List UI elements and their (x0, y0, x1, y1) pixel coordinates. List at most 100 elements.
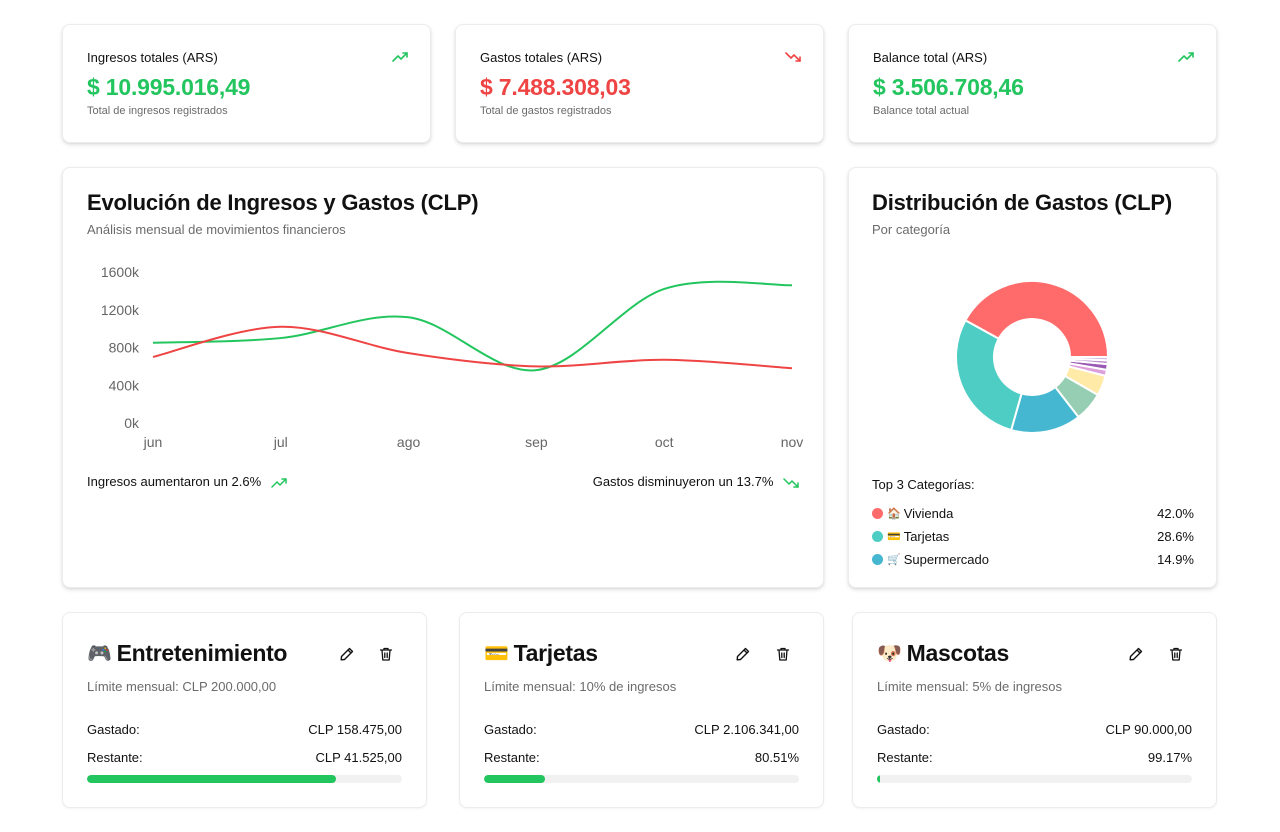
dog-icon: 🐶 (877, 643, 902, 665)
trending-up-icon (1178, 52, 1194, 62)
budget-limit: Límite mensual: 5% de ingresos (877, 679, 1062, 694)
delete-button[interactable] (1166, 644, 1186, 664)
credit-card-icon: 💳 (887, 531, 901, 543)
stat-label: Balance total (ARS) (873, 50, 988, 65)
house-icon: 🏠 (887, 508, 901, 520)
budget-card-entretenimiento: 🎮 Entretenimiento Límite mensual: CLP 20… (62, 612, 427, 808)
pencil-icon (1129, 647, 1143, 661)
line-chart: 0k 400k 800k 1200k 1600k jun jul ago sep oct nov (101, 264, 804, 450)
progress-fill (87, 775, 337, 783)
legend-pct: 14.9% (1157, 552, 1194, 567)
stat-value: $ 3.506.708,46 (873, 74, 1024, 100)
spent-label: Gastado: (87, 722, 140, 737)
y-tick-label: 1600k (101, 264, 140, 280)
stat-sub: Total de ingresos registrados (87, 105, 228, 117)
budget-limit: Límite mensual: 10% de ingresos (484, 679, 677, 694)
trending-down-icon (783, 477, 799, 488)
budget-title-text: Tarjetas (513, 640, 598, 666)
budget-title: 💳 Tarjetas (484, 640, 598, 667)
trash-icon (776, 647, 790, 661)
trash-icon (1169, 647, 1183, 661)
spent-row: Gastado: CLP 2.106.341,00 (484, 722, 799, 737)
legend-item: 🛒 Supermercado 14.9% (872, 548, 1194, 571)
remaining-value: 99.17% (1147, 750, 1192, 765)
remaining-row: Restante: 99.17% (877, 750, 1192, 765)
remaining-label: Restante: (877, 750, 933, 765)
budget-limit: Límite mensual: CLP 200.000,00 (87, 679, 277, 694)
delete-button[interactable] (773, 644, 793, 664)
pie-chart-card: Distribución de Gastos (CLP) Por categor… (848, 167, 1217, 588)
line-chart-card: 0k 400k 800k 1200k 1600k jun jul ago sep oct nov E… (62, 167, 824, 588)
legend-label: Supermercado (903, 552, 989, 567)
spent-value: CLP 2.106.341,00 (694, 722, 799, 737)
stat-label: Gastos totales (ARS) (480, 50, 603, 65)
pie-slice (955, 319, 1023, 432)
chart-title: Evolución de Ingresos y Gastos (CLP) (87, 190, 479, 215)
credit-card-icon: 💳 (484, 643, 509, 665)
progress-fill (877, 775, 880, 783)
budget-title-text: Entretenimiento (116, 640, 288, 666)
remaining-value: 80.51% (754, 750, 799, 765)
expense-series-line (152, 325, 793, 370)
cart-icon: 🛒 (887, 554, 901, 566)
x-tick-label: oct (655, 434, 674, 450)
edit-button[interactable] (1126, 644, 1146, 664)
trending-up-icon (392, 52, 408, 62)
progress-bar (877, 775, 1192, 783)
remaining-value: CLP 41.525,00 (315, 750, 403, 765)
spent-label: Gastado: (877, 722, 930, 737)
expense-trend-note: Gastos disminuyeron un 13.7% (593, 474, 799, 489)
y-tick-label: 1200k (101, 302, 140, 318)
stat-value: $ 7.488.308,03 (480, 74, 631, 100)
trending-up-icon (271, 477, 287, 488)
budget-title-text: Mascotas (906, 640, 1010, 666)
budget-title: 🐶 Mascotas (877, 640, 1009, 667)
progress-bar (87, 775, 402, 783)
edit-button[interactable] (733, 644, 753, 664)
stat-value: $ 10.995.016,49 (87, 74, 251, 100)
y-tick-label: 0k (124, 415, 140, 431)
legend-pct: 28.6% (1157, 529, 1194, 544)
donut-chart (955, 280, 1110, 434)
income-trend-text: Ingresos aumentaron un 2.6% (87, 474, 262, 489)
legend-item: 🏠 Vivienda 42.0% (872, 502, 1194, 525)
legend-dot (872, 531, 883, 542)
remaining-label: Restante: (87, 750, 143, 765)
pie-slice (1068, 356, 1110, 362)
legend-pct: 42.0% (1157, 506, 1194, 521)
budget-card-mascotas: 🐶 Mascotas Límite mensual: 5% de ingreso… (852, 612, 1217, 808)
trash-icon (379, 647, 393, 661)
stat-card-balance: Balance total (ARS) $ 3.506.708,46 Balan… (848, 24, 1217, 143)
pie-title: Distribución de Gastos (CLP) (872, 190, 1172, 215)
stat-card-gastos: Gastos totales (ARS) $ 7.488.308,03 Tota… (455, 24, 824, 143)
stat-card-ingresos: Ingresos totales (ARS) $ 10.995.016,49 T… (62, 24, 431, 143)
stat-label: Ingresos totales (ARS) (87, 50, 218, 65)
delete-button[interactable] (376, 644, 396, 664)
remaining-row: Restante: CLP 41.525,00 (87, 750, 402, 765)
spent-row: Gastado: CLP 90.000,00 (877, 722, 1192, 737)
pencil-icon (736, 647, 750, 661)
x-tick-label: ago (397, 434, 421, 450)
spent-label: Gastado: (484, 722, 537, 737)
y-tick-label: 800k (109, 340, 140, 356)
x-tick-label: jul (273, 434, 288, 450)
spent-value: CLP 90.000,00 (1105, 722, 1193, 737)
budget-card-tarjetas: 💳 Tarjetas Límite mensual: 10% de ingres… (459, 612, 824, 808)
spent-row: Gastado: CLP 158.475,00 (87, 722, 402, 737)
pie-slice (964, 280, 1110, 358)
top-categories-list: 🏠 Vivienda 42.0% 💳 Tarjetas 28.6% 🛒 Supe… (872, 502, 1194, 571)
progress-bar (484, 775, 799, 783)
legend-label: Tarjetas (903, 529, 950, 544)
progress-fill (484, 775, 546, 783)
spent-value: CLP 158.475,00 (308, 722, 402, 737)
y-tick-label: 400k (109, 377, 140, 393)
edit-button[interactable] (337, 644, 357, 664)
stat-sub: Total de gastos registrados (480, 105, 612, 117)
expense-trend-text: Gastos disminuyeron un 13.7% (592, 474, 774, 489)
x-tick-label: sep (525, 434, 548, 450)
trending-down-icon (785, 52, 801, 62)
x-tick-label: nov (781, 434, 804, 450)
legend-label: Vivienda (903, 506, 954, 521)
budget-title: 🎮 Entretenimiento (87, 640, 287, 667)
legend-item: 💳 Tarjetas 28.6% (872, 525, 1194, 548)
